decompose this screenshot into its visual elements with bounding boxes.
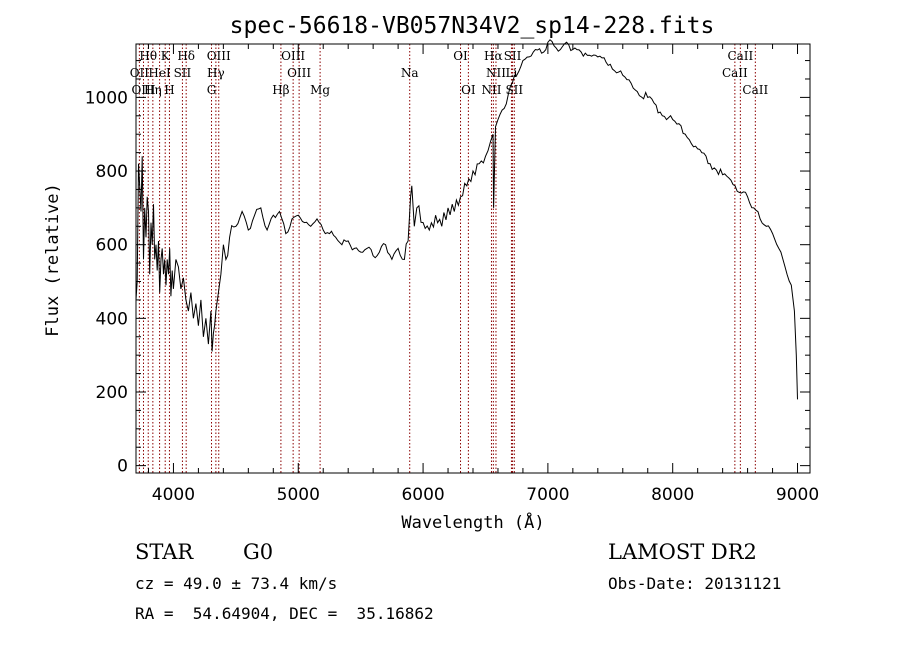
- emission-line-label: CaII: [722, 66, 748, 80]
- emission-line-label: OIII: [131, 83, 155, 97]
- emission-line-label: OIII: [287, 66, 311, 80]
- spectrum-line: [135, 39, 798, 400]
- tick-label: 600: [96, 236, 128, 256]
- axis-ticks: 4000 5000 6000 7000 8000 9000 0 200 400 600 800 100…: [85, 44, 819, 505]
- emission-line-label: OIII: [281, 49, 305, 63]
- tick-label: 5000: [277, 485, 320, 505]
- tick-label: 1000: [85, 88, 128, 108]
- chart-title: spec-56618-VB057N34V2_sp14-228.fits: [230, 13, 715, 39]
- tick-label: 9000: [776, 485, 819, 505]
- tick-label: 800: [96, 162, 128, 182]
- spectral-subclass: G0: [243, 540, 274, 564]
- emission-line-label: NII: [486, 66, 506, 80]
- object-type: STAR: [135, 540, 194, 564]
- sky-coordinates: RA = 54.64904, DEC = 35.16862: [135, 604, 434, 623]
- emission-line-label: OI: [461, 83, 476, 97]
- emission-line-label: H: [164, 83, 174, 97]
- emission-line-label: OII: [130, 66, 150, 80]
- redshift-velocity: cz = 49.0 ± 73.4 km/s: [135, 574, 338, 593]
- emission-line-label: CaII: [742, 83, 768, 97]
- survey-name: LAMOST DR2: [608, 540, 757, 564]
- emission-line-label: Hδ: [177, 49, 195, 63]
- emission-line-label: Li: [506, 66, 518, 80]
- emission-line-label: G: [207, 83, 217, 97]
- emission-line-label: OI: [453, 49, 468, 63]
- emission-line-label: Hθ: [139, 49, 157, 63]
- emission-line-label: Hβ: [272, 83, 289, 97]
- emission-line-label: CaII: [727, 49, 753, 63]
- tick-label: 200: [96, 383, 128, 403]
- emission-line-label: Hγ: [207, 66, 225, 80]
- emission-line-label: HeI: [148, 66, 171, 80]
- plot-frame: [135, 43, 811, 474]
- x-axis-label: Wavelength (Å): [401, 511, 544, 533]
- emission-line-label: SII: [504, 49, 522, 63]
- emission-line-label: Mg: [310, 83, 330, 97]
- tick-label: 8000: [651, 485, 694, 505]
- emission-line-label: Hη: [144, 83, 162, 97]
- tick-label: 400: [96, 309, 128, 329]
- y-axis-label: Flux (relative): [43, 183, 63, 337]
- emission-line-label: SII: [174, 66, 192, 80]
- emission-line-label: NII: [481, 83, 501, 97]
- tick-label: 7000: [526, 485, 569, 505]
- emission-line-label: OIII: [207, 49, 231, 63]
- tick-label: 6000: [401, 485, 444, 505]
- emission-line-label: Hα: [484, 49, 503, 63]
- emission-line-label: K: [161, 49, 171, 63]
- tick-label: 0: [117, 457, 128, 477]
- emission-line-label: Na: [401, 66, 419, 80]
- emission-line-markers: [138, 44, 756, 473]
- observation-date: Obs-Date: 20131121: [608, 574, 782, 593]
- tick-label: 4000: [152, 485, 195, 505]
